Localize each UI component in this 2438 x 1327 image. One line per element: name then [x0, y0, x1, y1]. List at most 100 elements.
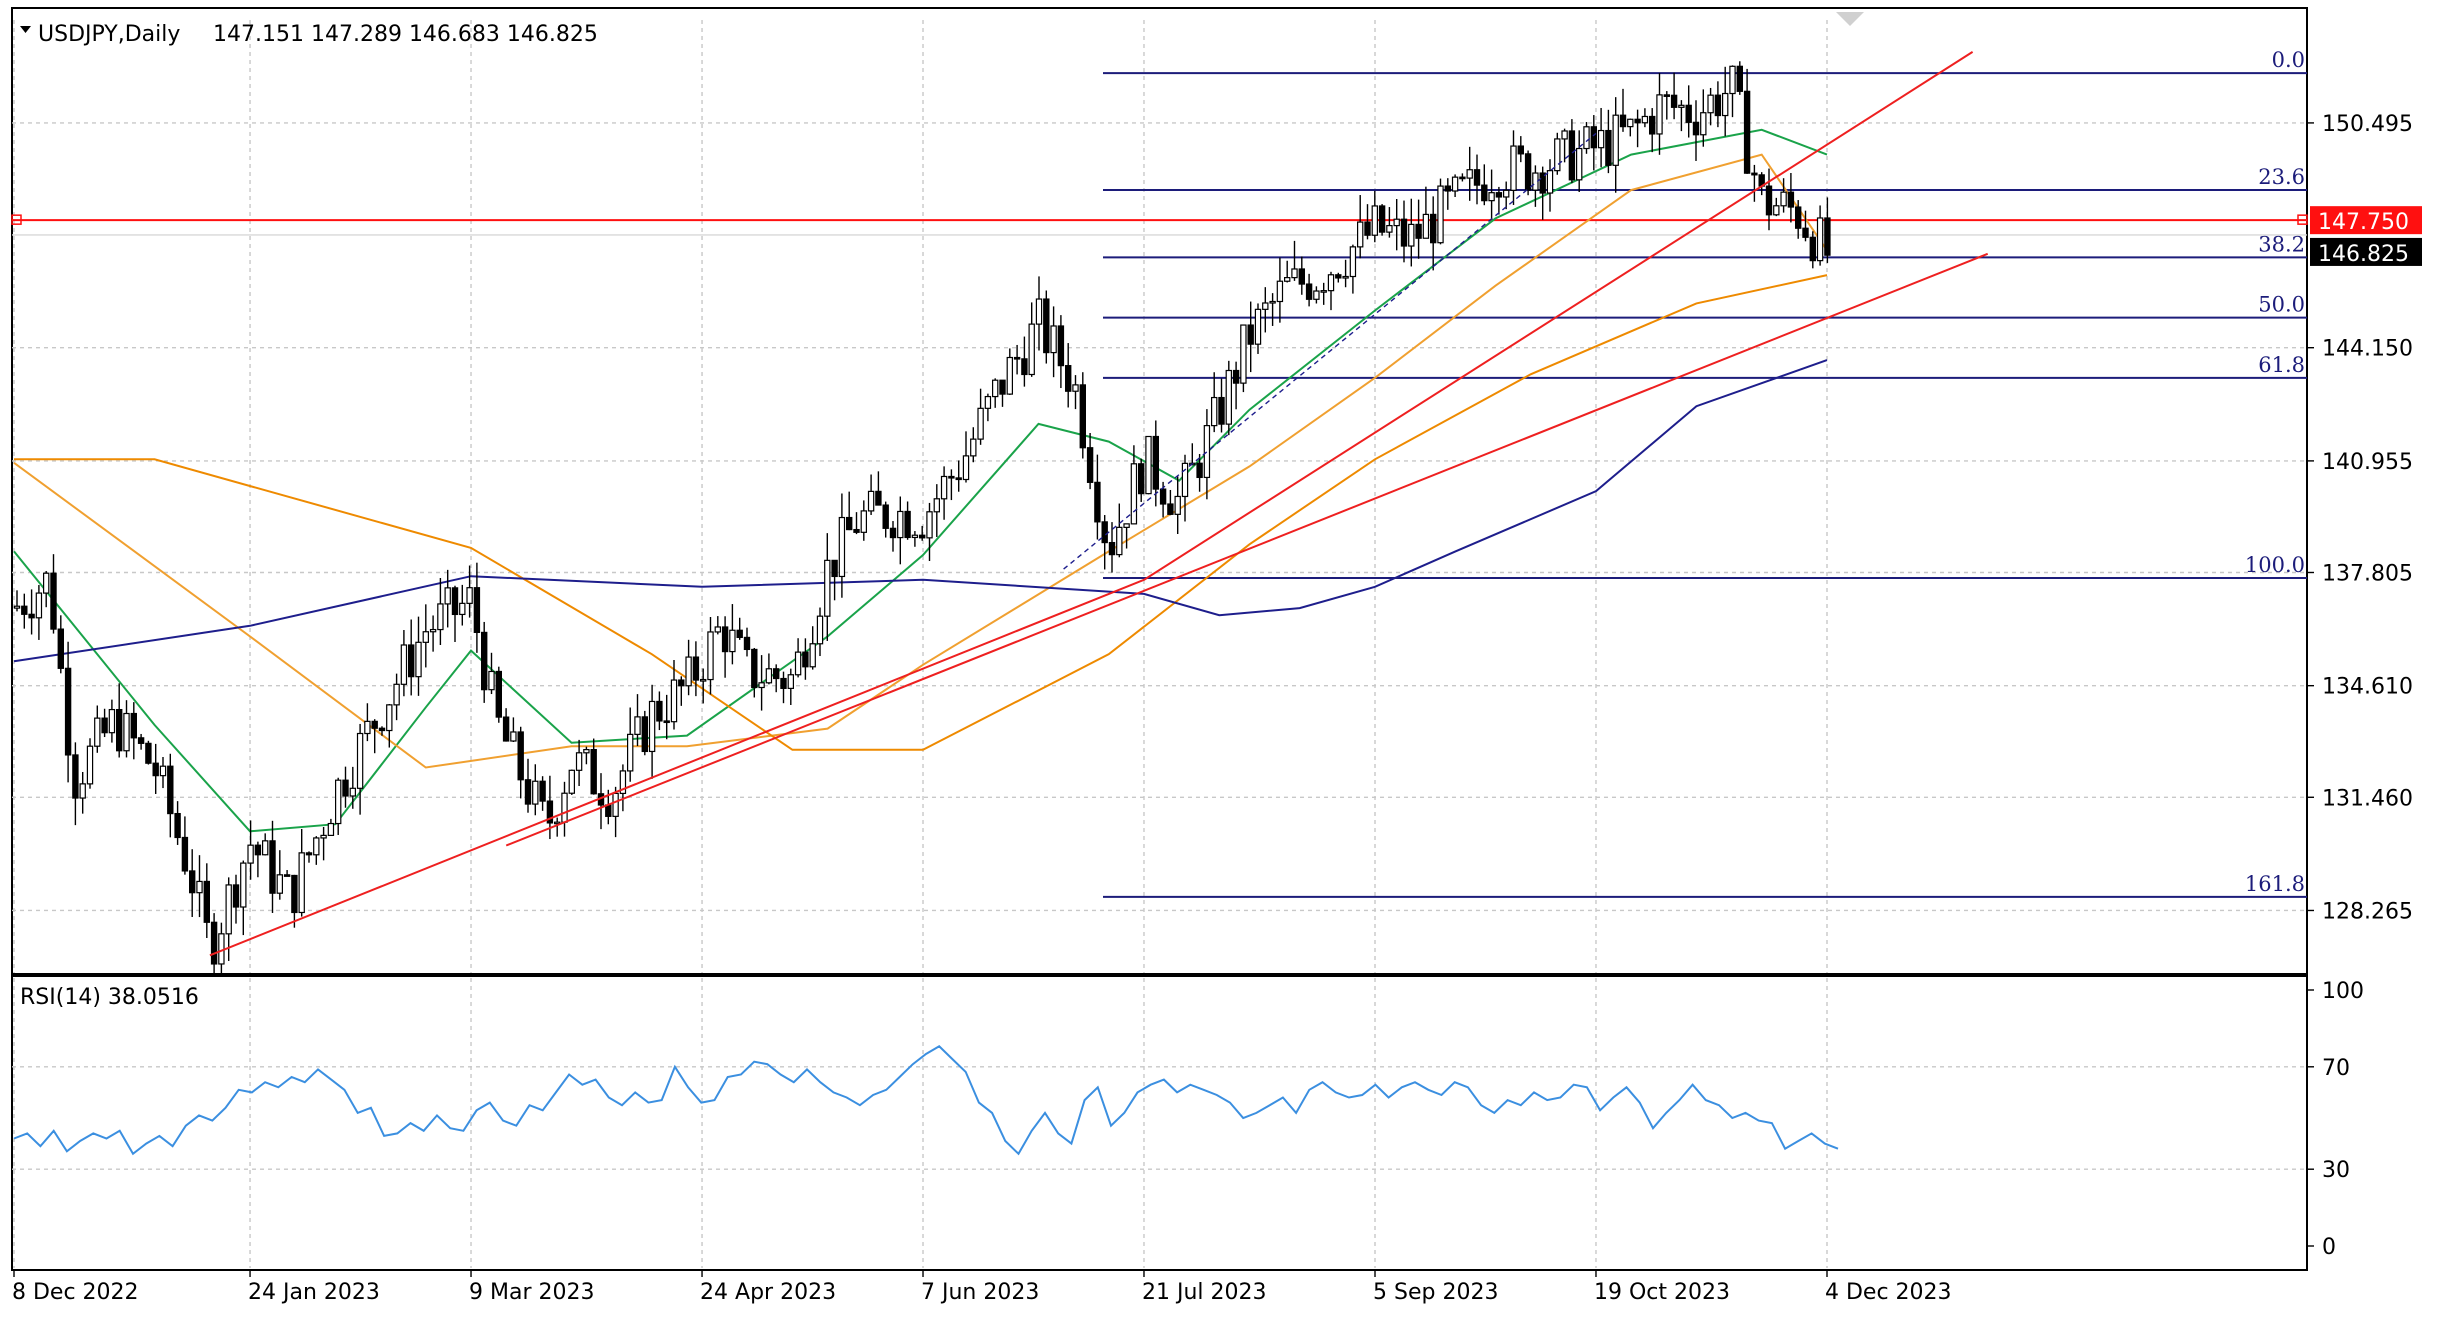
- candle-body: [1721, 92, 1729, 117]
- candle-body: [1532, 172, 1539, 191]
- candle-body: [1254, 308, 1262, 345]
- scroll-marker-icon[interactable]: [1836, 12, 1864, 26]
- candle-body: [225, 884, 232, 935]
- candle-body: [1210, 396, 1218, 427]
- candle-body: [692, 656, 700, 681]
- candle-body: [743, 636, 751, 651]
- candle-body: [816, 615, 824, 645]
- hline-price-label: 147.750: [2318, 210, 2409, 235]
- candle-body: [291, 874, 298, 914]
- candle-body: [35, 592, 43, 619]
- price-axis: 150.495 144.150 140.955 137.805 134.610 131.4…: [2307, 112, 2413, 924]
- candle-body: [984, 395, 992, 409]
- candle-body: [313, 837, 320, 856]
- candle-body: [1736, 65, 1743, 92]
- candle-body: [167, 765, 174, 815]
- hline-handle: [11, 214, 22, 225]
- candle-body: [1816, 217, 1824, 262]
- candle-body: [130, 712, 137, 739]
- candle-body: [809, 643, 816, 668]
- x-tick-label: 19 Oct 2023: [1594, 1280, 1730, 1305]
- candle-body: [451, 587, 459, 616]
- candle-body: [955, 477, 962, 481]
- candle-body: [575, 752, 583, 771]
- candle-body: [1123, 523, 1130, 528]
- x-tick-label: 4 Dec 2023: [1825, 1280, 1952, 1305]
- candle-body: [1780, 191, 1787, 207]
- fib-level-label: 0.0: [2272, 48, 2305, 72]
- candle-body: [918, 534, 926, 539]
- candle-body: [758, 682, 765, 689]
- candle-body: [1510, 145, 1517, 191]
- candle-body: [1159, 488, 1167, 505]
- x-tick-label: 9 Mar 2023: [469, 1280, 594, 1305]
- candle-body: [159, 765, 167, 777]
- candle-body: [473, 587, 481, 634]
- candle-body: [1700, 112, 1707, 136]
- candle-body: [867, 490, 875, 512]
- candle-body: [466, 587, 473, 604]
- candle-body: [1648, 115, 1656, 135]
- candle-body: [787, 674, 795, 689]
- candle-body: [626, 733, 634, 772]
- candle-body: [802, 651, 809, 668]
- x-tick-label: 8 Dec 2022: [12, 1280, 139, 1305]
- candle-body: [115, 708, 123, 752]
- candle-body: [1802, 227, 1809, 238]
- candle-body: [320, 834, 327, 839]
- candle-body: [991, 379, 999, 398]
- candle-body: [1751, 172, 1758, 176]
- candle-body: [1225, 369, 1232, 425]
- candle-body: [1408, 223, 1415, 247]
- candle-body: [1809, 236, 1816, 262]
- candle-body: [845, 516, 853, 531]
- candle-body: [1437, 185, 1444, 244]
- candle-body: [1743, 90, 1751, 174]
- candle-body: [1473, 169, 1481, 186]
- moving-averages: [13, 128, 1828, 833]
- candle-body: [305, 852, 313, 856]
- candle-body: [196, 880, 203, 894]
- candle-body: [1269, 300, 1276, 304]
- candle-body: [875, 490, 882, 506]
- candle-body: [889, 527, 897, 539]
- candle-body: [488, 670, 495, 691]
- candle-body: [1444, 185, 1451, 192]
- rsi-label: RSI(14) 38.0516: [20, 985, 199, 1010]
- candle-body: [422, 631, 430, 643]
- candle-body: [1524, 153, 1532, 191]
- menu-triangle-icon[interactable]: [20, 26, 31, 33]
- candle-body: [408, 644, 415, 678]
- candle-body: [371, 720, 378, 729]
- moving-average-line: [14, 274, 1828, 751]
- candle-body: [1386, 225, 1393, 233]
- candle-body: [510, 731, 517, 742]
- rsi-tick-label: 100: [2322, 979, 2364, 1004]
- candle-body: [707, 631, 714, 681]
- candle-body: [240, 862, 247, 908]
- candle-body: [736, 629, 743, 639]
- candle-body: [1342, 275, 1349, 279]
- y-tick-label: 128.265: [2322, 899, 2413, 924]
- candle-body: [1137, 463, 1145, 495]
- candle-body: [1152, 435, 1159, 490]
- candle-body: [911, 534, 919, 539]
- candle-body: [1283, 277, 1291, 282]
- candle-body: [1101, 521, 1108, 544]
- candle-body: [1320, 290, 1327, 293]
- x-tick-label: 24 Jan 2023: [248, 1280, 380, 1305]
- candle-body: [356, 732, 364, 789]
- candle-body: [546, 800, 554, 824]
- candle-body: [64, 667, 72, 756]
- candle-body: [349, 787, 357, 797]
- candle-body: [1021, 358, 1028, 376]
- candle-body: [948, 475, 955, 479]
- candle-body: [1043, 298, 1050, 354]
- candle-body: [123, 712, 130, 752]
- candle-body: [634, 716, 641, 735]
- candle-body: [28, 613, 35, 619]
- candle-body: [459, 602, 466, 616]
- x-tick-label: 7 Jun 2023: [921, 1280, 1039, 1305]
- candle-body: [1400, 218, 1408, 247]
